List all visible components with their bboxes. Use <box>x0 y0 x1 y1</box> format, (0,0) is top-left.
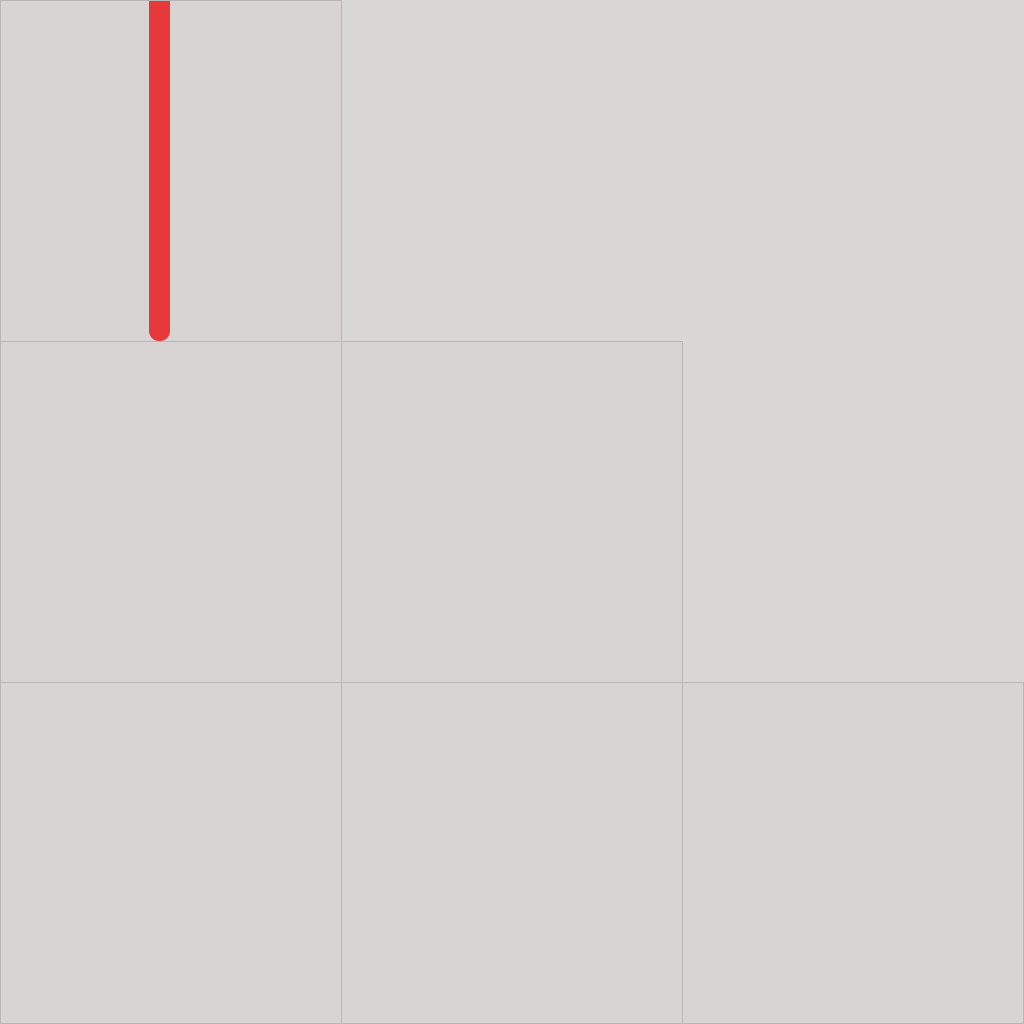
board-cell-r2-c2[interactable] <box>341 341 683 683</box>
board-cell-r3-c3[interactable] <box>682 682 1024 1024</box>
board-cell-r1-c1[interactable] <box>0 0 342 342</box>
board-cell-r3-c1[interactable] <box>0 682 342 1024</box>
red-marker-bar[interactable] <box>149 1 170 341</box>
board-cell-r2-c1[interactable] <box>0 341 342 683</box>
board-cell-r3-c2[interactable] <box>341 682 683 1024</box>
